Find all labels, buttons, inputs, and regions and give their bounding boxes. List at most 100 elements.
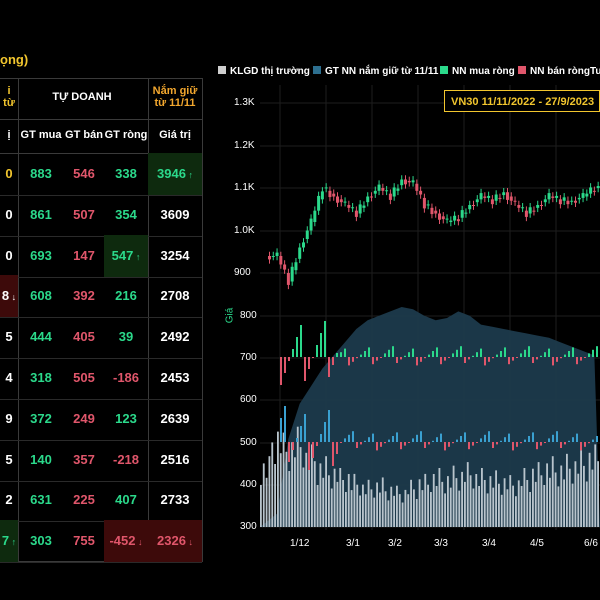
klgd-bar: [566, 453, 568, 527]
candle-body: [456, 219, 460, 222]
table-row: 7 303 755 -4522326: [0, 520, 202, 564]
klgd-bar: [469, 475, 472, 527]
klgd-bar: [591, 469, 594, 527]
klgd-bar: [515, 496, 517, 527]
klgd-bar: [447, 476, 449, 527]
net-flow-bar: [528, 346, 530, 357]
candle-body: [581, 193, 585, 198]
net-flow-bar: [436, 437, 438, 442]
net-flow-bar: [476, 442, 478, 443]
net-flow-bar: [576, 433, 578, 442]
klgd-bar: [308, 469, 310, 527]
cell-first: 2: [5, 492, 13, 508]
net-flow-bar: [492, 442, 494, 448]
cell-first: 4: [5, 370, 13, 385]
cell-first: 8: [0, 275, 18, 318]
net-flow-bar: [332, 442, 334, 466]
net-flow-bar: [540, 442, 542, 446]
klgd-bar: [367, 479, 370, 527]
klgd-bar: [427, 484, 429, 527]
klgd-bar: [517, 480, 520, 527]
klgd-bar: [449, 487, 452, 527]
cell-first: 0: [5, 206, 13, 222]
klgd-bar: [330, 488, 333, 527]
klgd-bar: [452, 465, 455, 527]
klgd-bar: [415, 499, 418, 527]
candle-body: [336, 196, 339, 203]
candle-body: [268, 256, 271, 260]
cell-first: 9: [5, 410, 13, 426]
net-flow-bar: [548, 438, 550, 442]
net-flow-bar: [524, 439, 526, 442]
klgd-bar: [271, 442, 274, 527]
cell-ban: 755: [73, 533, 95, 549]
candle-body: [472, 205, 475, 206]
klgd-bar: [407, 494, 410, 527]
candle-body: [317, 195, 321, 211]
klgd-bar: [432, 474, 435, 527]
net-flow-bar: [400, 357, 402, 360]
y-tick-label: 1.3K: [234, 97, 255, 108]
net-flow-bar: [512, 357, 514, 361]
cell-first: 5: [5, 451, 13, 467]
candle-body: [502, 192, 506, 196]
net-flow-bar: [504, 347, 506, 357]
net-flow-bar: [384, 442, 386, 444]
klgd-bar: [503, 478, 506, 527]
net-flow-bar: [308, 442, 310, 470]
net-flow-bar: [280, 357, 282, 385]
net-flow-bar: [348, 434, 350, 442]
klgd-bar: [373, 497, 376, 527]
candle-body: [536, 205, 540, 208]
x-tick-label: 1/12: [290, 538, 310, 549]
candle-body: [400, 179, 404, 186]
klgd-bar: [498, 483, 500, 527]
candle-body: [555, 195, 559, 198]
net-flow-bar: [448, 357, 450, 358]
net-flow-bar: [492, 357, 494, 359]
cell-mua: 883: [30, 166, 52, 181]
net-flow-bar: [436, 347, 438, 357]
net-flow-bar: [500, 440, 502, 442]
net-flow-bar: [460, 436, 462, 442]
klgd-bar: [319, 463, 322, 527]
net-flow-bar: [536, 357, 538, 360]
klgd-bar: [441, 481, 444, 527]
klgd-bar: [438, 468, 441, 527]
legend-klgd: KLGD thị trường: [218, 66, 310, 77]
legend-swatch: [313, 66, 321, 74]
header-held-since: Nắm giữ từ 11/11: [152, 85, 198, 109]
klgd-bar: [588, 452, 591, 527]
klgd-bar: [430, 492, 432, 527]
candle-body: [373, 190, 377, 194]
cell-ban: 225: [73, 492, 95, 508]
candle-body: [585, 193, 589, 197]
candle-body: [404, 179, 407, 185]
candle-body: [453, 215, 457, 221]
net-flow-bar: [568, 351, 570, 357]
klgd-bar: [478, 486, 480, 527]
net-flow-bar: [584, 357, 586, 358]
klgd-bar: [325, 456, 327, 527]
klgd-bar: [359, 495, 361, 527]
klgd-bar: [282, 432, 285, 527]
table-row: 9 372 249 123 2639: [0, 398, 202, 441]
net-flow-bar: [596, 436, 598, 442]
net-flow-bar: [552, 357, 554, 366]
net-flow-bar: [508, 433, 510, 442]
net-flow-bar: [292, 442, 294, 450]
col-gia-tri: Giá trị: [159, 129, 191, 141]
cell-mua: 861: [30, 206, 52, 222]
candle-body: [494, 194, 498, 201]
cell-mua: 693: [30, 247, 52, 263]
klgd-bar: [594, 444, 597, 527]
candle-body: [419, 190, 423, 195]
klgd-bar: [299, 447, 302, 527]
klgd-bar: [305, 452, 308, 527]
net-flow-bar: [556, 431, 558, 442]
net-flow-bar: [316, 345, 318, 357]
klgd-bar: [472, 488, 475, 527]
cell-giatri: 2492: [160, 329, 190, 345]
candle-body: [305, 230, 309, 239]
net-flow-bar: [328, 357, 330, 377]
